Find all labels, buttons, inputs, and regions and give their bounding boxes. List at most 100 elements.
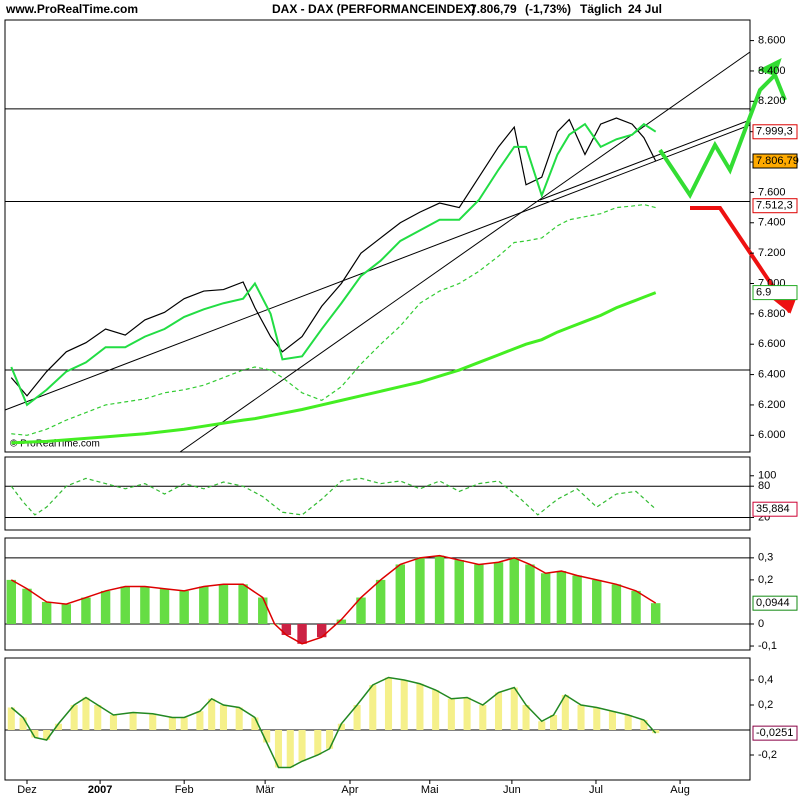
bar [298, 730, 306, 762]
x-tick-label: Jul [589, 784, 603, 796]
bar [463, 697, 471, 730]
trend-line [179, 51, 751, 453]
series-line [10, 117, 657, 397]
bar [180, 717, 188, 730]
bar [326, 730, 334, 749]
y-tick-label: 0,2 [758, 699, 773, 711]
frame [4, 456, 751, 531]
y-tick-label: 8.200 [758, 95, 786, 107]
bar [159, 588, 170, 624]
bar [337, 723, 345, 730]
bar [218, 584, 229, 624]
y-tick-label: 8.600 [758, 34, 786, 46]
last-price: 7.806,79 [470, 2, 517, 16]
title: DAX - DAX (PERFORMANCEINDEX) [272, 2, 475, 16]
series-line [11, 291, 657, 445]
bar [592, 579, 602, 624]
bar [336, 619, 347, 624]
bar [356, 597, 366, 624]
bar [149, 713, 157, 730]
bar [479, 705, 487, 730]
bar [286, 730, 294, 768]
bar [538, 721, 546, 730]
bar [281, 623, 292, 636]
bar [556, 571, 567, 624]
bar [416, 683, 424, 730]
date: 24 Jul [628, 2, 662, 16]
bar [238, 584, 248, 624]
bar [400, 680, 408, 730]
value-tag [752, 725, 798, 741]
y-tick-label: 0 [758, 618, 764, 630]
y-tick-label: 7.200 [758, 247, 786, 259]
value-tag [752, 595, 798, 611]
bar [509, 557, 519, 624]
bar [561, 695, 569, 730]
change: (-1,73%) [525, 2, 571, 16]
bar [510, 687, 518, 730]
y-tick-label: 0,3 [758, 552, 773, 564]
bar [70, 705, 78, 730]
bar [395, 564, 406, 624]
bar [297, 623, 307, 644]
y-tick-label: 8.400 [758, 65, 786, 77]
bar [624, 715, 632, 730]
y-tick-label: 0,4 [758, 674, 773, 686]
panel-frames [4, 19, 751, 781]
bar [314, 730, 322, 755]
y-tick-label: 6.400 [758, 368, 786, 380]
down-projection [690, 206, 792, 314]
value-tag [752, 285, 798, 301]
bar [109, 715, 117, 730]
bar [572, 575, 582, 624]
bar [474, 564, 484, 624]
bar [316, 623, 327, 638]
bar [384, 677, 393, 730]
x-tick-label: Mär [256, 784, 275, 796]
y-tick-label: 6.600 [758, 338, 786, 350]
trend-line [4, 124, 751, 411]
y-tick-label: 7.400 [758, 217, 786, 229]
bar [434, 555, 445, 624]
value-tag-label: 0,0944 [756, 597, 790, 609]
bar [415, 557, 425, 624]
bar [219, 705, 228, 730]
bar [454, 560, 464, 624]
bar [611, 584, 622, 624]
x-tick-label: Jun [503, 784, 521, 796]
y-tick-label: -0,2 [758, 749, 777, 761]
value-tag-label: 7.806,79 [756, 155, 799, 167]
x-tick-label: 2007 [88, 784, 112, 796]
value-tag [752, 153, 798, 169]
frame [4, 537, 751, 651]
bar [31, 730, 39, 738]
bar [263, 730, 271, 743]
x-tick-label: Mai [421, 784, 439, 796]
bar [196, 711, 204, 730]
bar [94, 705, 102, 730]
bar [447, 698, 455, 730]
footer: © ProRealTime.com [10, 439, 100, 450]
bar [593, 707, 601, 730]
y-tick-label: 100 [758, 470, 776, 482]
bar [375, 579, 386, 624]
value-tag [752, 501, 798, 517]
bar [100, 590, 111, 624]
frame [4, 19, 751, 453]
series-line [10, 477, 657, 516]
bar [22, 588, 32, 624]
bar [19, 717, 27, 730]
bar-edge [10, 554, 657, 645]
bar [168, 717, 176, 730]
bar [129, 712, 137, 730]
bar [140, 586, 150, 624]
bar [640, 720, 648, 730]
bar [199, 586, 209, 624]
value-tag-label: 7.999,3 [756, 126, 793, 138]
arrow-head [757, 58, 782, 77]
y-tick-label: 7.600 [758, 186, 786, 198]
bar [608, 711, 617, 730]
x-tick-label: Dez [17, 784, 37, 796]
y-tick-label: 6.800 [758, 308, 786, 320]
bar [179, 590, 189, 624]
